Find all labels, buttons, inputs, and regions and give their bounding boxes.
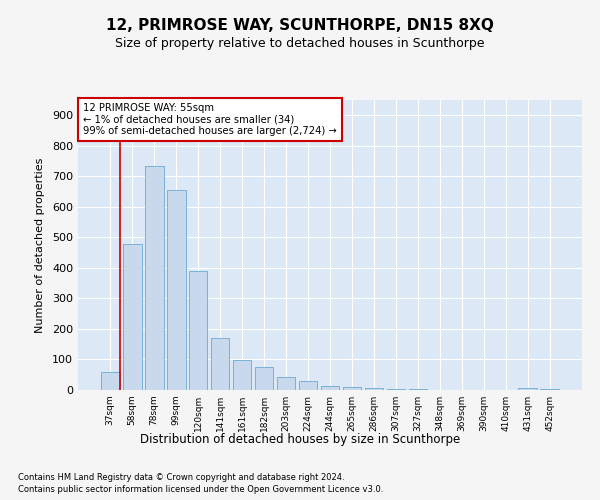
Bar [320, 386, 340, 390]
Text: Distribution of detached houses by size in Scunthorpe: Distribution of detached houses by size … [140, 432, 460, 446]
Bar [343, 387, 361, 390]
Text: Contains HM Land Registry data © Crown copyright and database right 2024.: Contains HM Land Registry data © Crown c… [18, 472, 344, 482]
Bar [211, 338, 229, 390]
Bar [518, 388, 537, 390]
Bar [255, 367, 274, 390]
Bar [145, 166, 164, 390]
Bar [101, 372, 119, 390]
Text: Size of property relative to detached houses in Scunthorpe: Size of property relative to detached ho… [115, 38, 485, 51]
Text: 12, PRIMROSE WAY, SCUNTHORPE, DN15 8XQ: 12, PRIMROSE WAY, SCUNTHORPE, DN15 8XQ [106, 18, 494, 32]
Bar [541, 389, 559, 390]
Bar [299, 382, 317, 390]
Text: Contains public sector information licensed under the Open Government Licence v3: Contains public sector information licen… [18, 485, 383, 494]
Bar [386, 389, 405, 390]
Bar [167, 190, 185, 390]
Bar [123, 244, 142, 390]
Bar [277, 377, 295, 390]
Bar [189, 271, 208, 390]
Bar [365, 388, 383, 390]
Text: 12 PRIMROSE WAY: 55sqm
← 1% of detached houses are smaller (34)
99% of semi-deta: 12 PRIMROSE WAY: 55sqm ← 1% of detached … [83, 103, 337, 136]
Y-axis label: Number of detached properties: Number of detached properties [35, 158, 45, 332]
Bar [233, 360, 251, 390]
Bar [409, 389, 427, 390]
